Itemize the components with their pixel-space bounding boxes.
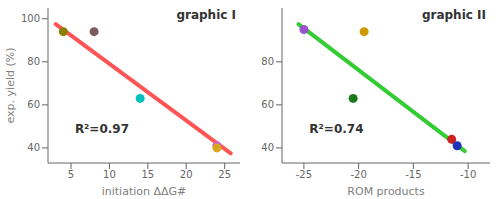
- svg-text:-15: -15: [405, 169, 421, 180]
- svg-text:R²=0.97: R²=0.97: [75, 122, 129, 136]
- svg-text:15: 15: [141, 169, 154, 180]
- html-text:graphic II: graphic II: [421, 8, 486, 22]
- svg-text:10: 10: [103, 169, 116, 180]
- svg-text:60: 60: [27, 99, 40, 110]
- svg-text:25: 25: [218, 169, 231, 180]
- svg-text:80: 80: [261, 56, 274, 67]
- svg-text:80: 80: [27, 56, 40, 67]
- svg-text:40: 40: [261, 142, 274, 153]
- svg-text:60: 60: [261, 99, 274, 110]
- svg-text:-20: -20: [350, 169, 366, 180]
- svg-text:100: 100: [21, 13, 40, 24]
- svg-text:-10: -10: [460, 169, 476, 180]
- svg-text:ROM products: ROM products: [347, 185, 425, 198]
- svg-text:-25: -25: [296, 169, 312, 180]
- html-text:graphic I: graphic I: [176, 8, 236, 22]
- svg-text:R²=0.74: R²=0.74: [309, 122, 363, 136]
- svg-text:20: 20: [180, 169, 193, 180]
- svg-text:initiation ΔΔG#: initiation ΔΔG#: [102, 185, 187, 198]
- svg-text:40: 40: [27, 142, 40, 153]
- svg-text:exp. yield (%): exp. yield (%): [8, 48, 17, 124]
- svg-text:5: 5: [68, 169, 74, 180]
